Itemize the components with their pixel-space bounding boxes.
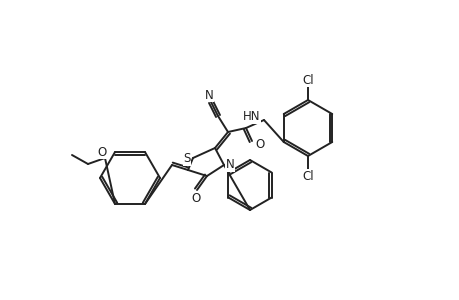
Text: Cl: Cl xyxy=(302,74,313,86)
Text: O: O xyxy=(255,139,264,152)
Text: HN: HN xyxy=(243,110,260,124)
Text: S: S xyxy=(183,152,190,166)
Text: Cl: Cl xyxy=(302,169,313,182)
Text: N: N xyxy=(225,158,234,172)
Text: N: N xyxy=(204,88,213,101)
Text: O: O xyxy=(191,191,200,205)
Text: O: O xyxy=(97,146,106,158)
